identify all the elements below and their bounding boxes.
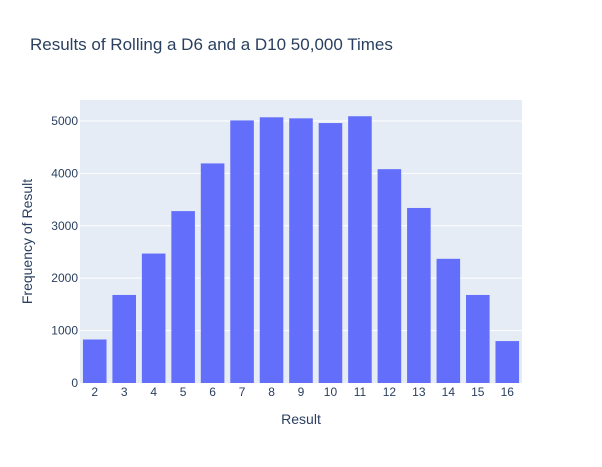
x-axis-title: Result <box>281 411 321 427</box>
x-tick-label: 5 <box>180 385 187 399</box>
y-tick-label: 0 <box>71 376 78 390</box>
bar-12 <box>377 169 402 383</box>
bar-8 <box>259 117 284 384</box>
bar-15 <box>466 294 490 383</box>
y-tick-label: 3000 <box>51 219 78 233</box>
y-tick-label: 2000 <box>51 271 78 285</box>
y-tick-label: 5000 <box>51 114 78 128</box>
bar-5 <box>171 211 195 383</box>
x-tick-label: 6 <box>209 385 216 399</box>
x-tick-label: 10 <box>324 385 338 399</box>
y-tick-labels: 0 1000 2000 3000 4000 5000 <box>51 114 78 390</box>
bar-10 <box>318 123 343 383</box>
bar-14 <box>436 258 461 383</box>
x-tick-label: 11 <box>354 385 367 399</box>
bar-13 <box>407 207 431 383</box>
x-tick-label: 15 <box>471 385 485 399</box>
bar-6 <box>200 163 225 383</box>
x-tick-label: 16 <box>501 385 515 399</box>
x-tick-label: 13 <box>412 385 426 399</box>
bar-11 <box>348 116 372 383</box>
y-tick-label: 1000 <box>51 324 78 338</box>
x-tick-label: 9 <box>298 385 305 399</box>
x-tick-label: 3 <box>121 385 128 399</box>
bar-9 <box>289 118 313 383</box>
bars <box>82 116 520 384</box>
x-tick-label: 12 <box>383 385 397 399</box>
x-tick-label: 4 <box>150 385 157 399</box>
bar-2 <box>82 339 107 383</box>
bar-16 <box>495 341 520 383</box>
bar-3 <box>112 294 136 383</box>
y-axis-title: Frequency of Result <box>19 179 35 304</box>
x-tick-label: 7 <box>239 385 246 399</box>
bar-4 <box>141 253 166 383</box>
x-tick-label: 2 <box>91 385 98 399</box>
y-tick-label: 4000 <box>51 166 78 180</box>
x-tick-labels: 2 3 4 5 6 7 8 9 10 11 12 13 14 15 16 <box>91 385 514 399</box>
chart-title: Results of Rolling a D6 and a D10 50,000… <box>30 35 393 54</box>
bar-7 <box>230 120 254 383</box>
x-tick-label: 14 <box>442 385 456 399</box>
x-tick-label: 8 <box>268 385 275 399</box>
